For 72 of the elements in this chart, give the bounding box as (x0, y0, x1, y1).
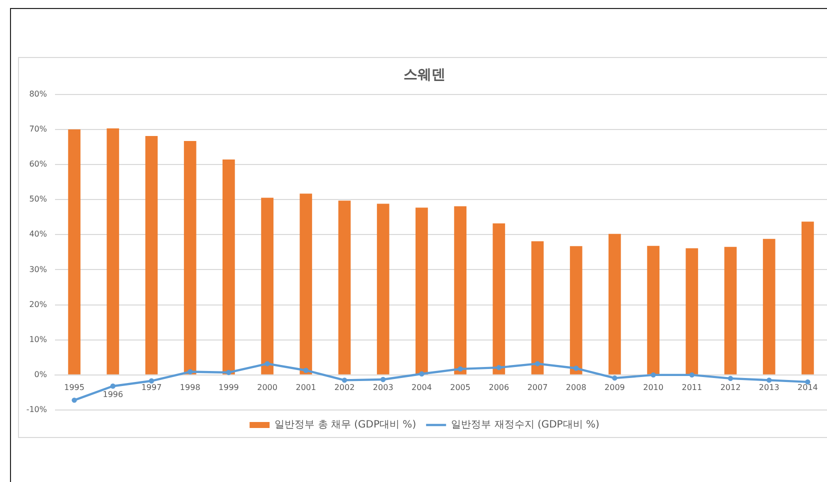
point (419, 371, 424, 376)
legend-label: 일반정부 재정수지 (GDP대비 %) (451, 420, 600, 431)
x-tick-label: 2001 (296, 382, 316, 392)
bar (68, 129, 80, 374)
point (148, 378, 154, 384)
bar (454, 206, 466, 374)
point (303, 368, 308, 373)
bar (686, 248, 698, 374)
y-tick-label: 70% (29, 124, 48, 134)
bar (222, 160, 235, 374)
chart-title: 스웨덴 (404, 67, 446, 84)
x-tick-label: 1996 (102, 390, 124, 400)
point (72, 398, 77, 403)
point (188, 369, 193, 374)
bar (647, 246, 660, 374)
y-tick-label: 50% (29, 194, 48, 204)
x-tick-label: 1997 (141, 382, 162, 392)
x-tick-label: 2012 (720, 382, 741, 392)
point (264, 361, 270, 366)
bar (531, 241, 544, 374)
point (650, 372, 656, 378)
bar (416, 208, 428, 374)
point (534, 361, 540, 366)
point (728, 376, 734, 382)
point (226, 370, 232, 376)
x-tick-label: 2008 (566, 382, 586, 392)
x-tick-label: 2010 (643, 382, 664, 392)
x-tick-label: 2009 (604, 382, 625, 392)
y-tick-label: 80% (29, 89, 48, 98)
x-tick-label: 2011 (682, 382, 702, 392)
bar (145, 136, 158, 374)
bar (338, 200, 351, 374)
y-tick-label: 10% (29, 334, 48, 344)
x-tick-label: 1998 (180, 382, 200, 392)
y-tick-label: 0% (34, 370, 48, 379)
bar (492, 223, 506, 374)
x-tick-label: 2014 (798, 382, 818, 392)
x-tick-label: 2000 (257, 382, 278, 392)
x-tick-label: 2006 (488, 382, 510, 392)
x-tick-label: 2004 (412, 382, 432, 392)
bar (570, 246, 582, 374)
x-tick-label: 1999 (218, 382, 239, 392)
point (458, 366, 463, 372)
point (110, 384, 116, 389)
point (342, 378, 348, 383)
x-tick-label: 2003 (372, 382, 394, 392)
x-tick-label: 2007 (527, 382, 548, 392)
bar (376, 204, 390, 374)
y-tick-label: 30% (29, 264, 48, 274)
y-tick-label: 20% (29, 300, 48, 309)
point (496, 364, 502, 370)
point (766, 378, 772, 383)
bar (608, 234, 621, 374)
bar (762, 238, 776, 374)
x-tick-label: 2005 (450, 382, 470, 392)
bar (106, 128, 120, 374)
bar (724, 246, 737, 374)
y-tick-label: -10% (26, 405, 48, 414)
y-tick-label: 40% (29, 230, 48, 239)
legend-label: 일반정부 총 채무 (GDP대비 %) (274, 420, 416, 431)
bar (802, 222, 814, 374)
y-tick-label: 60% (29, 160, 48, 169)
bar (261, 198, 274, 374)
x-tick-label: 1995 (64, 382, 84, 392)
point (689, 372, 694, 378)
x-tick-label: 2013 (758, 382, 780, 392)
bar (300, 194, 312, 374)
bar (184, 140, 196, 374)
point (380, 376, 386, 382)
point (574, 366, 579, 371)
point (612, 375, 618, 381)
x-tick-label: 2002 (334, 382, 355, 392)
